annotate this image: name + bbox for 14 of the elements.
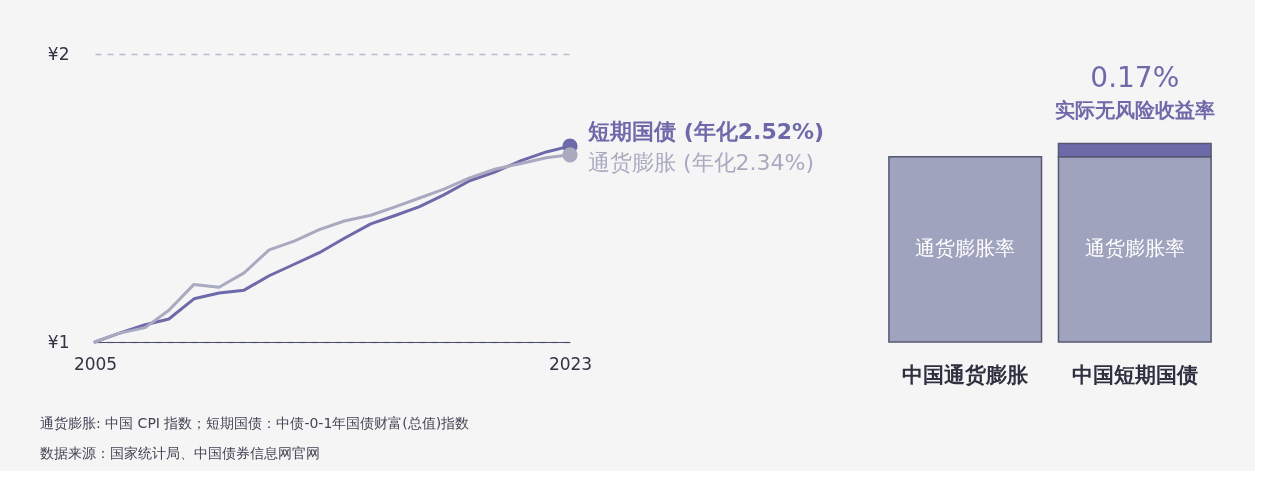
series-label: 通货膨胀率 — [915, 236, 1016, 261]
series-label: 实际无风险收益率 — [1054, 98, 1215, 123]
text: 通货膨胀: 中国 CPI 指数；短期国债：中债-0-1年国债财富(总值)指数 — [40, 415, 470, 431]
x-tick-label: 2023 — [548, 353, 593, 374]
series-label: 通货膨胀 (年化2.34%) — [588, 149, 815, 175]
series-label: 短期国债 (年化2.52%) — [587, 119, 825, 145]
y-tick-label: ¥2 — [47, 43, 70, 64]
y-tick-label: ¥1 — [47, 331, 70, 352]
x-tick-label: 中国通货膨胀 — [902, 362, 1030, 387]
x-tick-label: 中国短期国债 — [1071, 362, 1198, 387]
data-label: 0.17% — [1090, 61, 1180, 95]
source-note: 数据来源：国家统计局、中国债券信息网官网 — [40, 445, 320, 461]
text: 通货膨胀率 — [1084, 236, 1185, 261]
x-tick-label: 2005 — [73, 353, 118, 374]
